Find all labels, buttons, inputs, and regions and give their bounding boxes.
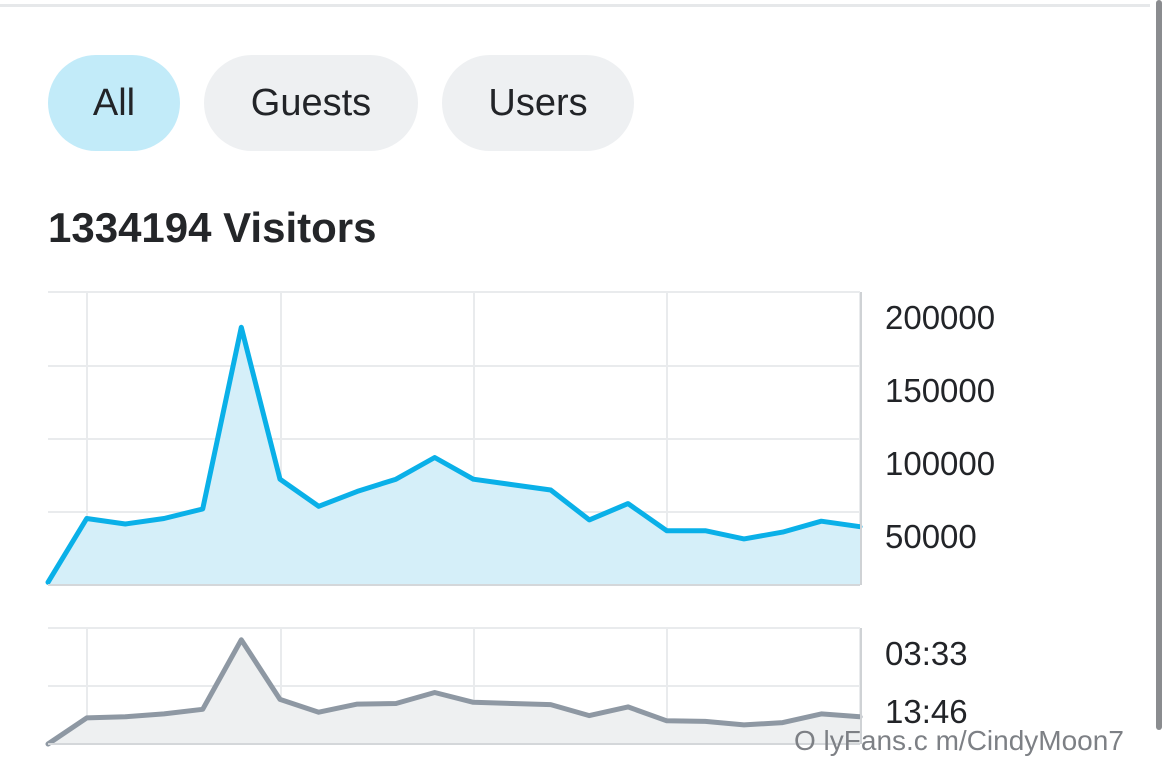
series-area — [48, 639, 860, 744]
y-tick-label: 200000 — [885, 299, 996, 336]
series-line — [45, 637, 863, 747]
y-tick-label: 03:33 — [885, 635, 968, 672]
series-line — [45, 324, 863, 585]
visitors-area-chart — [45, 291, 863, 586]
top-divider — [0, 4, 1150, 7]
tab-guests[interactable]: Guests — [204, 55, 418, 151]
y-tick-label: 50000 — [885, 518, 977, 555]
series-area — [48, 327, 860, 585]
tab-users[interactable]: Users — [442, 55, 634, 151]
y-tick-label: 150000 — [885, 372, 996, 409]
tab-all[interactable]: All — [48, 55, 180, 151]
duration-area-chart — [45, 627, 863, 747]
y-tick-label: 100000 — [885, 445, 996, 482]
watermark: O lyFans.c m/CindyMoon7 — [794, 725, 1124, 756]
y-tick-label: 13:46 — [885, 693, 968, 730]
visitors-count-title: 1334194 Visitors — [48, 204, 377, 251]
scrollbar[interactable] — [1156, 0, 1162, 730]
